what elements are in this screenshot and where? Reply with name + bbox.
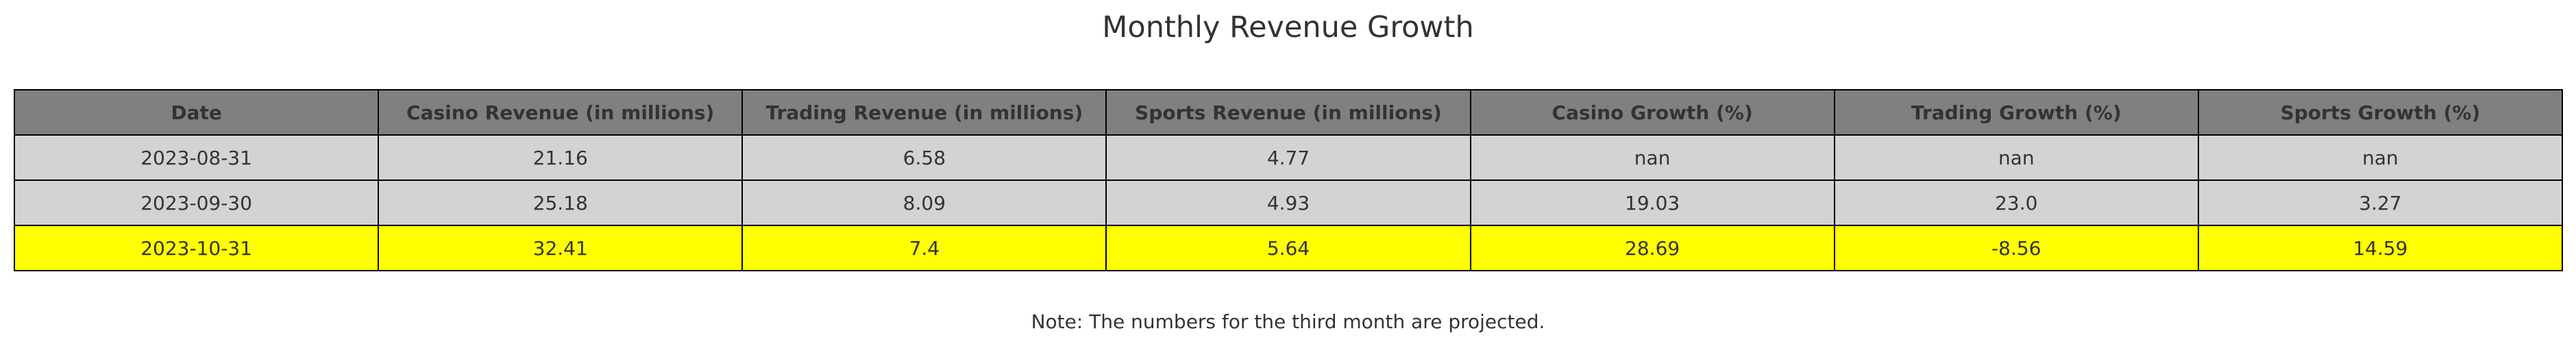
column-header: Date bbox=[13, 89, 380, 136]
revenue-table-container: Date Casino Revenue (in millions) Trading … bbox=[13, 89, 2564, 271]
table-cell: 4.77 bbox=[1105, 134, 1471, 181]
table-cell: 21.16 bbox=[378, 134, 744, 181]
table-cell: -8.56 bbox=[1833, 225, 2199, 271]
table-cell: 28.69 bbox=[1469, 225, 1835, 271]
table-row: 2023-09-30 25.18 8.09 4.93 19.03 23.0 3.27 bbox=[13, 180, 2564, 226]
table-cell: 7.4 bbox=[741, 225, 1107, 271]
table-row-highlighted: 2023-10-31 32.41 7.4 5.64 28.69 -8.56 14.59 bbox=[13, 225, 2564, 271]
table-row: 2023-08-31 21.16 6.58 4.77 nan nan nan bbox=[13, 134, 2564, 181]
table-cell: 8.09 bbox=[741, 180, 1107, 226]
table-cell: 32.41 bbox=[378, 225, 744, 271]
revenue-table: Date Casino Revenue (in millions) Trading … bbox=[13, 89, 2564, 271]
table-cell: 2023-10-31 bbox=[13, 225, 380, 271]
column-header: Trading Revenue (in millions) bbox=[741, 89, 1107, 136]
table-cell: 23.0 bbox=[1833, 180, 2199, 226]
table-cell: 5.64 bbox=[1105, 225, 1471, 271]
table-footnote: Note: The numbers for the third month ar… bbox=[1031, 310, 1545, 333]
column-header: Sports Revenue (in millions) bbox=[1105, 89, 1471, 136]
table-cell: 4.93 bbox=[1105, 180, 1471, 226]
table-body: 2023-08-31 21.16 6.58 4.77 nan nan nan 2023-09-… bbox=[13, 134, 2564, 271]
chart-title: Monthly Revenue Growth bbox=[1102, 10, 1474, 45]
column-header: Casino Growth (%) bbox=[1469, 89, 1835, 136]
table-cell: 14.59 bbox=[2197, 225, 2564, 271]
table-cell: nan bbox=[1833, 134, 2199, 181]
table-cell: nan bbox=[2197, 134, 2564, 181]
table-header-row: Date Casino Revenue (in millions) Trading … bbox=[13, 89, 2564, 136]
table-cell: nan bbox=[1469, 134, 1835, 181]
table-cell: 6.58 bbox=[741, 134, 1107, 181]
table-cell: 3.27 bbox=[2197, 180, 2564, 226]
column-header: Casino Revenue (in millions) bbox=[378, 89, 744, 136]
table-cell: 2023-09-30 bbox=[13, 180, 380, 226]
column-header: Trading Growth (%) bbox=[1833, 89, 2199, 136]
column-header: Sports Growth (%) bbox=[2197, 89, 2564, 136]
table-cell: 19.03 bbox=[1469, 180, 1835, 226]
table-cell: 2023-08-31 bbox=[13, 134, 380, 181]
table-cell: 25.18 bbox=[378, 180, 744, 226]
